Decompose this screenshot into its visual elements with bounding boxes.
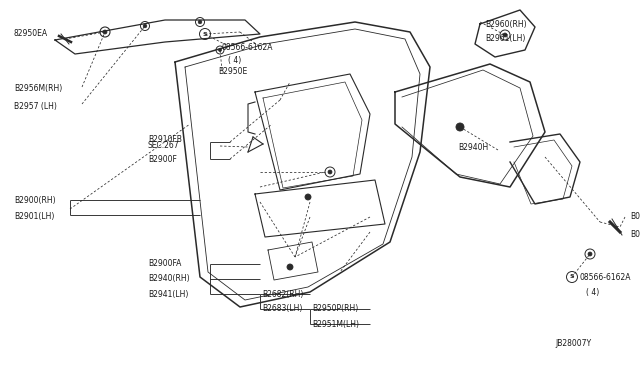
Text: B2950P(RH): B2950P(RH) — [312, 305, 358, 314]
Circle shape — [103, 30, 107, 34]
Text: B2900F: B2900F — [148, 154, 177, 164]
Circle shape — [456, 123, 464, 131]
Text: B2900FA: B2900FA — [148, 260, 181, 269]
Text: ( 4): ( 4) — [586, 288, 599, 296]
Text: S: S — [570, 275, 574, 279]
Text: B2940(RH): B2940(RH) — [148, 275, 189, 283]
Text: B0944X(RH): B0944X(RH) — [630, 212, 640, 221]
Text: B2960(RH): B2960(RH) — [485, 19, 527, 29]
Circle shape — [503, 33, 507, 37]
Text: B2956M(RH): B2956M(RH) — [14, 84, 62, 93]
Circle shape — [305, 194, 311, 200]
Text: B0945X(LH): B0945X(LH) — [630, 230, 640, 238]
Text: 08566-6162A: 08566-6162A — [222, 42, 273, 51]
Text: B2940H: B2940H — [458, 142, 488, 151]
Text: SEC.267: SEC.267 — [148, 141, 180, 151]
Circle shape — [198, 20, 202, 24]
Text: ( 4): ( 4) — [228, 55, 241, 64]
Circle shape — [328, 170, 332, 174]
Text: 82950EA: 82950EA — [14, 29, 48, 38]
Text: 08566-6162A: 08566-6162A — [580, 273, 632, 282]
Text: B2910FB: B2910FB — [148, 135, 182, 144]
Circle shape — [218, 48, 221, 51]
Text: S: S — [203, 32, 207, 36]
Text: B2961(LH): B2961(LH) — [485, 35, 525, 44]
Circle shape — [588, 252, 592, 256]
Text: B2957 (LH): B2957 (LH) — [14, 103, 57, 112]
Text: B2941(LH): B2941(LH) — [148, 289, 188, 298]
Text: B2951M(LH): B2951M(LH) — [312, 320, 359, 328]
Text: B2682(RH): B2682(RH) — [262, 289, 303, 298]
Text: B2950E: B2950E — [218, 67, 247, 77]
Text: B2901(LH): B2901(LH) — [14, 212, 54, 221]
Circle shape — [143, 24, 147, 28]
Text: JB28007Y: JB28007Y — [555, 340, 591, 349]
Text: B2900(RH): B2900(RH) — [14, 196, 56, 205]
Text: B2683(LH): B2683(LH) — [262, 305, 302, 314]
Circle shape — [287, 264, 293, 270]
